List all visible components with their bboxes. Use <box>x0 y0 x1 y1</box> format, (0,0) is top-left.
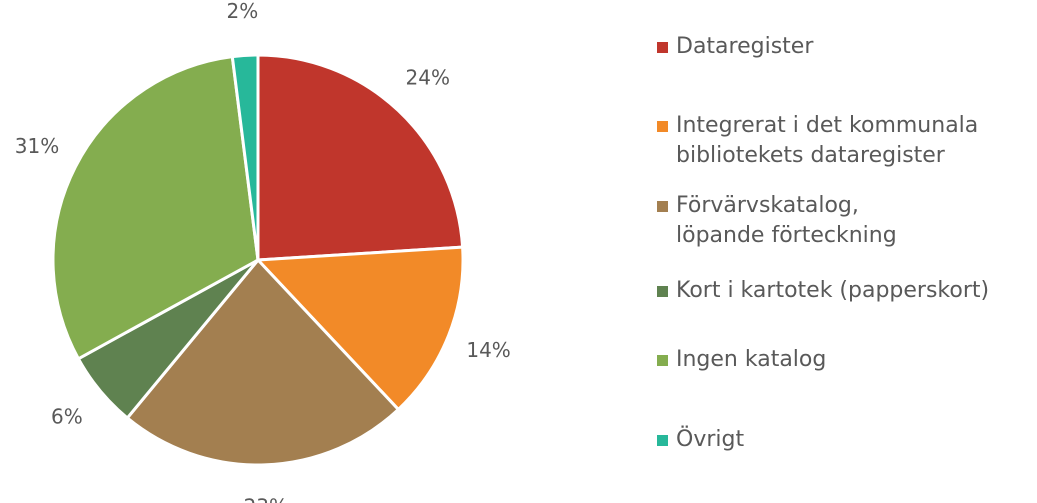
data-label: 2% <box>227 0 259 23</box>
data-label: 14% <box>466 338 510 362</box>
legend-label: Kort i kartotek (papperskort) <box>676 278 990 303</box>
legend-swatch <box>657 201 668 212</box>
legend-label: Övrigt <box>676 427 745 452</box>
legend-label: Ingen katalog <box>676 347 827 372</box>
legend-item: Övrigt <box>657 425 744 455</box>
legend-item: Kort i kartotek (papperskort) <box>657 276 989 306</box>
legend-swatch <box>657 435 668 446</box>
pie-slice <box>230 53 260 261</box>
data-label: 23% <box>244 494 288 503</box>
data-label: 31% <box>15 134 59 158</box>
pie-slice <box>254 245 465 412</box>
pie-slice <box>256 53 465 262</box>
data-label: 24% <box>406 66 450 90</box>
legend-item: Dataregister <box>657 32 813 62</box>
legend-swatch <box>657 355 668 366</box>
legend-item: Förvärvskatalog, löpande förteckning <box>657 191 897 251</box>
legend-label: Integrerat i det kommunala bibliotekets … <box>676 113 979 168</box>
legend-swatch <box>657 121 668 132</box>
data-label: 6% <box>51 405 83 429</box>
legend-label: Dataregister <box>676 34 814 59</box>
legend-item: Ingen katalog <box>657 345 826 375</box>
legend-swatch <box>657 286 668 297</box>
pie-slice <box>125 257 401 467</box>
pie-slice <box>51 54 260 361</box>
legend-label: Förvärvskatalog, löpande förteckning <box>676 193 897 248</box>
legend-swatch <box>657 42 668 53</box>
legend-item: Integrerat i det kommunala bibliotekets … <box>657 111 978 171</box>
